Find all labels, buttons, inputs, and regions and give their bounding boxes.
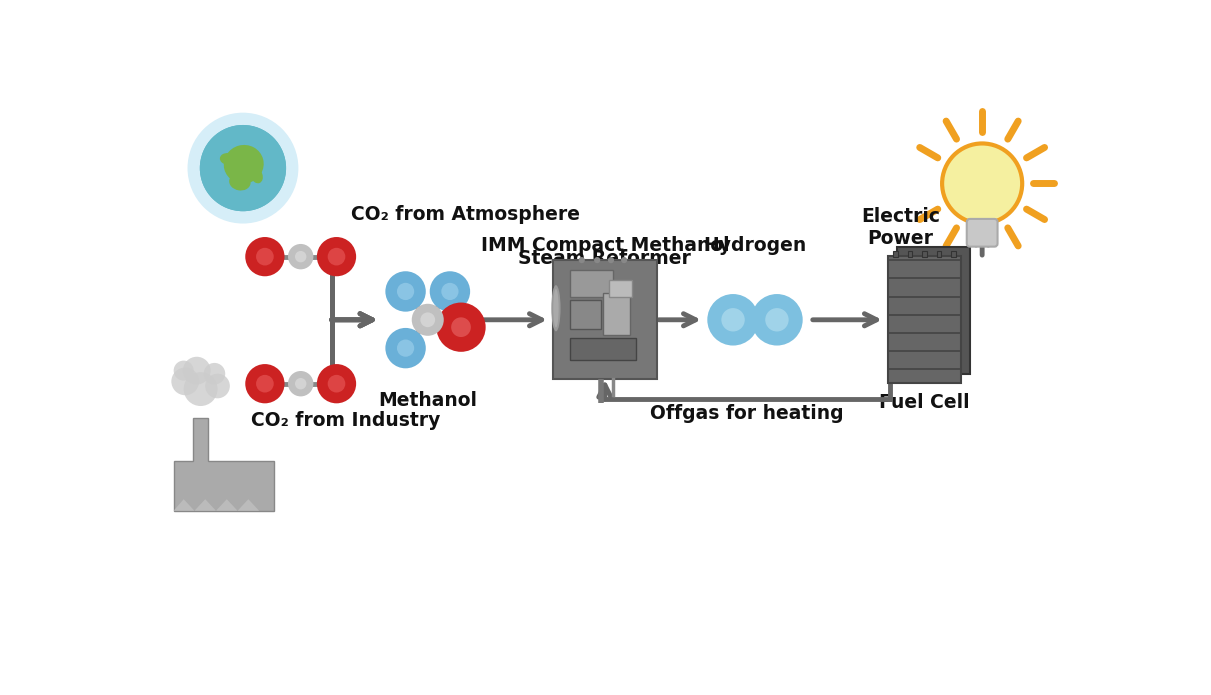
Ellipse shape (553, 289, 558, 327)
Text: Offgas for heating: Offgas for heating (650, 404, 844, 423)
Circle shape (707, 294, 759, 345)
Polygon shape (173, 499, 195, 511)
Circle shape (412, 304, 443, 336)
Bar (888, 256, 962, 384)
Circle shape (436, 302, 486, 352)
Circle shape (430, 271, 470, 311)
Circle shape (205, 374, 230, 398)
Circle shape (200, 125, 286, 211)
Ellipse shape (220, 153, 235, 165)
Circle shape (317, 237, 356, 277)
Circle shape (385, 328, 426, 368)
Circle shape (246, 237, 285, 277)
Circle shape (441, 283, 459, 300)
Bar (894, 251, 897, 257)
Bar (570, 338, 636, 360)
Polygon shape (195, 499, 216, 511)
Text: IMM Compact Methanol: IMM Compact Methanol (481, 236, 729, 255)
Text: Hydrogen: Hydrogen (704, 236, 807, 255)
Circle shape (385, 271, 426, 311)
Bar (570, 270, 613, 297)
FancyBboxPatch shape (966, 219, 998, 247)
Circle shape (246, 364, 285, 403)
Ellipse shape (229, 174, 251, 190)
Circle shape (397, 339, 414, 357)
Circle shape (288, 371, 314, 396)
Text: Methanol: Methanol (378, 391, 477, 411)
FancyBboxPatch shape (553, 260, 656, 379)
Circle shape (608, 257, 614, 263)
Circle shape (256, 248, 274, 265)
Bar (897, 247, 970, 374)
Polygon shape (216, 499, 237, 511)
Circle shape (188, 113, 298, 224)
Text: Fuel Cell: Fuel Cell (879, 393, 970, 412)
Circle shape (579, 257, 585, 263)
Circle shape (595, 257, 601, 263)
Circle shape (200, 125, 286, 211)
Circle shape (203, 363, 225, 384)
Bar (603, 293, 630, 335)
Text: Steam Reformer: Steam Reformer (518, 250, 691, 268)
Circle shape (295, 378, 306, 389)
Circle shape (328, 375, 345, 393)
Circle shape (184, 372, 218, 406)
Circle shape (722, 308, 745, 332)
Circle shape (288, 244, 314, 270)
Ellipse shape (251, 168, 263, 183)
Bar (936, 251, 941, 257)
Text: Electric
Power: Electric Power (861, 207, 940, 248)
Circle shape (942, 143, 1022, 224)
Bar (570, 300, 601, 329)
Polygon shape (173, 418, 274, 511)
Ellipse shape (224, 145, 264, 183)
Circle shape (397, 283, 414, 300)
Circle shape (328, 248, 345, 265)
Circle shape (173, 361, 194, 381)
Circle shape (765, 308, 788, 332)
Bar (922, 251, 926, 257)
Circle shape (420, 312, 435, 327)
Circle shape (183, 357, 211, 384)
Text: CO₂ from Industry: CO₂ from Industry (251, 411, 440, 430)
Circle shape (317, 364, 356, 403)
Bar (908, 251, 912, 257)
Ellipse shape (551, 285, 561, 332)
Bar (951, 251, 955, 257)
Text: CO₂ from Atmosphere: CO₂ from Atmosphere (351, 205, 580, 224)
Circle shape (751, 294, 803, 345)
Polygon shape (237, 499, 259, 511)
Circle shape (452, 318, 471, 337)
Circle shape (256, 375, 274, 393)
Circle shape (295, 251, 306, 263)
Bar (609, 280, 632, 297)
Circle shape (171, 368, 199, 395)
Circle shape (621, 257, 627, 263)
